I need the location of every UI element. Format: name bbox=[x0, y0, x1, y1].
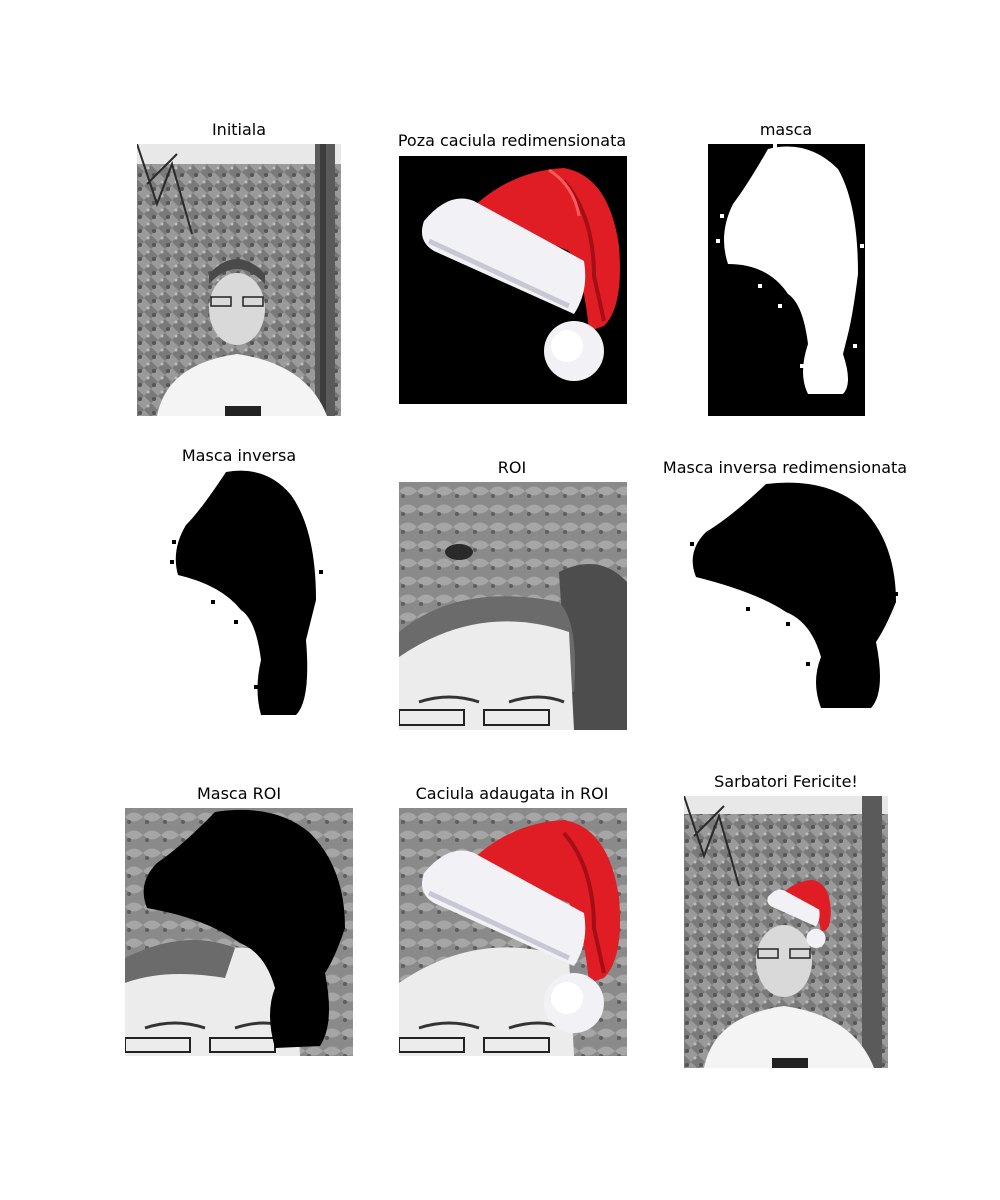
panel-title-initiala: Initiala bbox=[211, 120, 267, 139]
roi-image bbox=[399, 482, 627, 730]
panel-title-masca: masca bbox=[759, 120, 813, 139]
inverse-mask-resized-image bbox=[686, 482, 899, 710]
panel-title-masca-inversa: Masca inversa bbox=[181, 446, 297, 465]
roi-mask-image bbox=[125, 808, 353, 1056]
mask-image bbox=[708, 144, 865, 416]
panel-title-hat-in-roi: Caciula adaugata in ROI bbox=[415, 784, 609, 803]
final-photo bbox=[684, 796, 888, 1068]
inverse-mask-image bbox=[166, 470, 323, 718]
initial-photo bbox=[137, 144, 341, 416]
panel-title-inverse-mask-resized: Masca inversa redimensionata bbox=[662, 458, 908, 477]
panel-title-final: Sarbatori Fericite! bbox=[714, 772, 858, 791]
panel-title-hat-resized: Poza caciula redimensionata bbox=[397, 131, 627, 150]
hat-image bbox=[399, 156, 627, 404]
panel-title-roi: ROI bbox=[497, 458, 527, 477]
panel-title-masca-roi: Masca ROI bbox=[196, 784, 282, 803]
hat-in-roi-image bbox=[399, 808, 627, 1056]
